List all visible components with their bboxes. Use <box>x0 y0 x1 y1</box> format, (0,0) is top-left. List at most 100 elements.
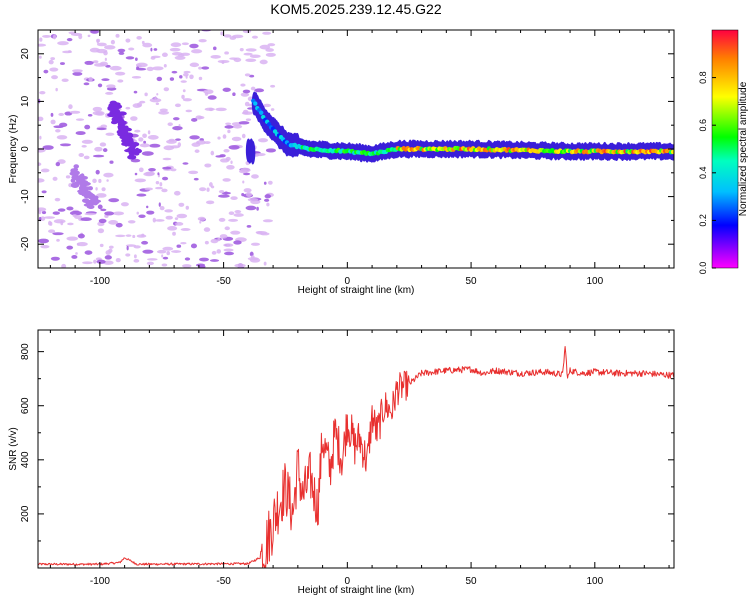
spectrogram-speckle <box>65 175 71 179</box>
spectrogram-speckle <box>100 208 107 212</box>
spectrogram-speckle <box>205 200 215 205</box>
spectrogram-speckle <box>246 224 252 228</box>
spectrogram-speckle <box>101 187 106 192</box>
spectrogram-speckle <box>105 91 114 95</box>
spectrogram-speckle <box>255 231 268 235</box>
spectrogram-speckle <box>242 30 252 34</box>
spectrogram-speckle <box>110 39 115 45</box>
spectrogram-speckle <box>156 76 163 82</box>
spectrogram-speckle <box>115 33 120 38</box>
spectrogram-speckle <box>102 148 108 153</box>
spectrogram-speckle <box>51 75 58 80</box>
spectrogram-speckle <box>174 55 186 60</box>
spectrogram-speckle <box>49 67 59 72</box>
spectrogram-speckle <box>219 234 228 239</box>
spectrogram-speckle <box>78 34 83 40</box>
spectrogram-speckle <box>103 172 114 178</box>
spectrogram-speckle <box>43 69 49 74</box>
spectrogram-speckle <box>197 216 206 221</box>
spectrogram-speckle <box>146 66 154 72</box>
spectrogram-xtick-label: -100 <box>90 276 110 287</box>
spectrogram-speckle <box>144 187 154 191</box>
spectrogram-speckle <box>172 231 176 236</box>
spectrogram-speckle <box>170 250 182 253</box>
spectrogram-speckle <box>80 217 92 222</box>
spectrogram-speckle <box>196 141 200 144</box>
spectrogram-speckle <box>243 52 253 56</box>
spectrogram-speckle <box>95 169 100 175</box>
spectrogram-speckle <box>161 52 168 58</box>
spectrogram-speckle <box>189 135 200 140</box>
spectrogram-speckle <box>69 210 82 216</box>
spectrogram-speckle <box>68 104 73 110</box>
spectrogram-speckle <box>71 255 78 259</box>
spectrogram-speckle <box>250 86 256 91</box>
spectrogram-ytick-label: -20 <box>20 237 31 252</box>
spectrogram-speckle <box>43 216 55 219</box>
spectrogram-speckle <box>55 129 61 133</box>
spectrogram-speckle <box>75 252 78 255</box>
spectrogram-speckle <box>133 245 141 249</box>
spectrogram-speckle <box>52 176 58 181</box>
spectrogram-speckle <box>223 34 232 38</box>
spectrogram-speckle <box>198 66 202 70</box>
spectrogram-speckle <box>183 70 191 74</box>
spectrogram-streak <box>119 135 129 140</box>
spectrogram-speckle <box>225 122 232 125</box>
spectrogram-speckle <box>52 232 64 236</box>
snr-series-line <box>38 346 674 568</box>
spectrogram-speckle <box>106 84 116 89</box>
spectrogram-speckle <box>130 116 138 121</box>
spectrogram-speckle <box>245 205 257 211</box>
spectrogram-speckle <box>228 145 240 150</box>
spectrogram-speckle <box>150 47 153 52</box>
spectrogram-speckle <box>204 163 212 168</box>
spectrogram-speckle <box>222 87 231 92</box>
spectrogram-streak <box>127 154 137 160</box>
spectrogram-speckle <box>125 106 131 110</box>
spectrogram-speckle <box>251 174 259 179</box>
spectrogram-speckle <box>127 220 136 224</box>
spectrogram-speckle <box>234 210 242 214</box>
spectrogram-speckle <box>154 219 165 222</box>
spectrogram-speckle <box>115 222 123 228</box>
spectrogram-speckle <box>105 132 115 136</box>
spectrogram-speckle <box>88 76 93 82</box>
spectrogram-speckle <box>156 93 159 96</box>
spectrogram-speckle <box>228 211 235 216</box>
spectrogram-speckle <box>50 119 56 125</box>
spectrogram-speckle <box>191 49 203 54</box>
spectrogram-speckle <box>232 92 236 97</box>
spectrogram-speckle <box>99 142 107 147</box>
spectrogram-speckle <box>104 57 107 62</box>
spectrogram-speckle <box>38 43 47 47</box>
spectrogram-speckle <box>178 123 181 127</box>
spectrogram-speckle <box>108 220 119 225</box>
spectrogram-speckle <box>148 168 156 172</box>
spectrogram-speckle <box>163 63 167 68</box>
colorbar: 0.0 0.2 0.4 0.6 0.8 Normalized spectral ampl… <box>698 29 749 274</box>
spectrogram-speckle <box>56 238 60 242</box>
spectrogram-speckle <box>210 54 221 59</box>
spectrogram-speckle <box>163 87 170 92</box>
spectrogram-speckle <box>179 75 183 79</box>
spectrogram-speckle <box>76 242 80 246</box>
spectrogram-speckle <box>189 62 200 68</box>
spectrogram-speckle <box>167 226 178 231</box>
spectrogram-speckle <box>59 62 65 65</box>
spectrogram-speckle <box>178 202 185 207</box>
spectrogram-speckle <box>213 46 217 51</box>
colorbar-frame <box>711 29 739 269</box>
spectrogram-speckle <box>66 38 73 42</box>
spectrogram-speckle <box>53 125 64 129</box>
spectrogram-speckle <box>170 42 182 48</box>
spectrogram-image <box>38 30 674 268</box>
spectrogram-speckle <box>93 259 97 264</box>
spectrogram-speckle <box>97 204 103 210</box>
spectrogram-speckle <box>136 102 143 108</box>
spectrogram-streak <box>83 203 94 207</box>
spectrogram-ytick-label: -10 <box>20 189 31 204</box>
spectrogram-speckle <box>133 254 137 259</box>
spectrogram-speckle <box>150 56 156 60</box>
